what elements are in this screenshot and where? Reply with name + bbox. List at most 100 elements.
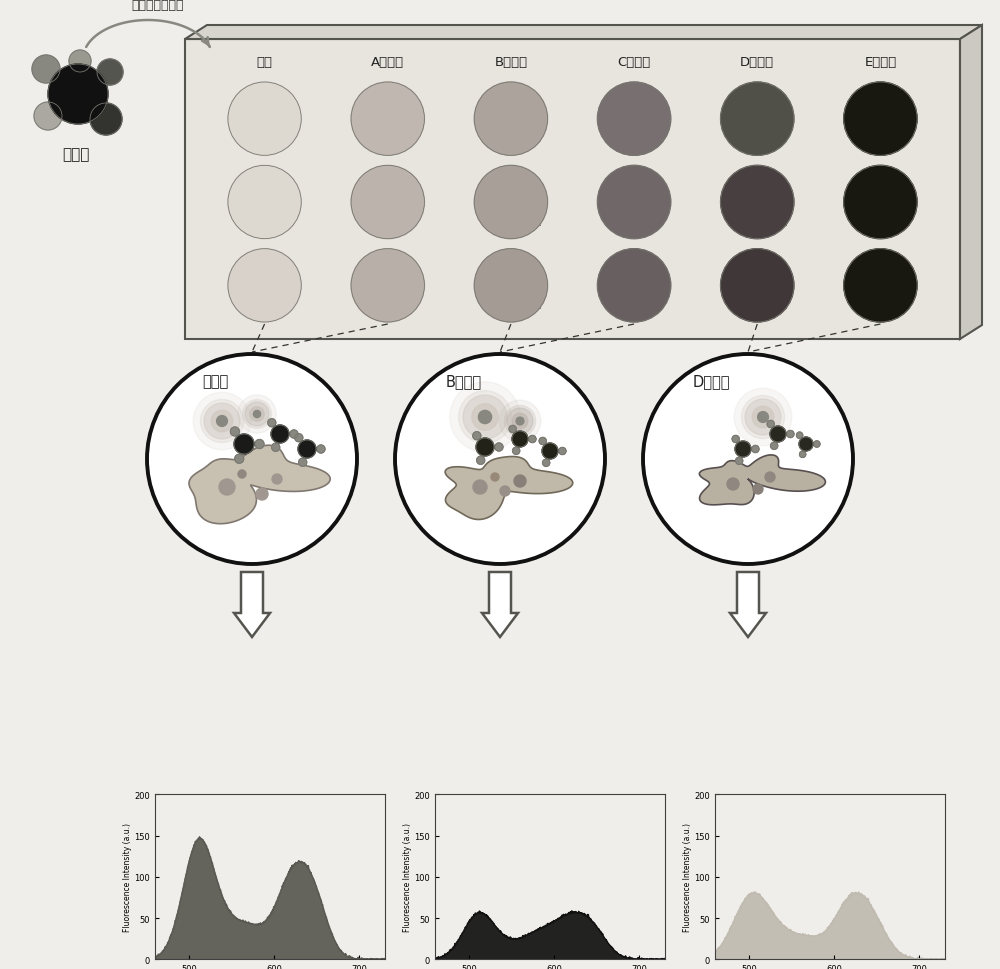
Circle shape	[512, 431, 528, 448]
Circle shape	[230, 427, 239, 436]
Circle shape	[480, 459, 482, 462]
Circle shape	[721, 166, 794, 239]
Circle shape	[490, 98, 532, 141]
Circle shape	[255, 441, 264, 449]
Circle shape	[542, 441, 544, 443]
Circle shape	[733, 95, 782, 144]
Circle shape	[480, 460, 481, 461]
Circle shape	[814, 442, 819, 447]
Circle shape	[302, 445, 312, 454]
Circle shape	[474, 249, 548, 323]
Circle shape	[616, 101, 652, 138]
Circle shape	[237, 175, 292, 231]
Circle shape	[477, 86, 545, 153]
Circle shape	[236, 455, 243, 462]
Circle shape	[363, 178, 412, 227]
Circle shape	[600, 86, 668, 153]
Circle shape	[232, 429, 238, 435]
Circle shape	[619, 188, 649, 218]
Circle shape	[753, 447, 758, 452]
Circle shape	[463, 395, 507, 440]
Circle shape	[293, 434, 295, 435]
Circle shape	[844, 83, 917, 156]
Circle shape	[513, 448, 520, 454]
Circle shape	[234, 434, 254, 454]
Circle shape	[255, 277, 274, 296]
Circle shape	[739, 184, 776, 221]
Circle shape	[97, 60, 123, 86]
Circle shape	[610, 178, 659, 227]
Circle shape	[732, 436, 739, 443]
Circle shape	[259, 444, 260, 446]
Text: d₃: d₃	[777, 301, 788, 311]
Circle shape	[279, 434, 281, 435]
Circle shape	[273, 427, 287, 441]
Circle shape	[613, 265, 655, 307]
Circle shape	[275, 429, 285, 440]
Circle shape	[76, 92, 80, 98]
Text: c₂: c₂	[654, 218, 664, 228]
Circle shape	[733, 178, 782, 227]
Circle shape	[510, 426, 515, 432]
Circle shape	[237, 92, 292, 147]
Circle shape	[483, 175, 538, 231]
Circle shape	[724, 86, 791, 153]
Circle shape	[742, 105, 773, 135]
Circle shape	[543, 460, 549, 466]
Text: b₃: b₃	[531, 301, 542, 311]
Circle shape	[736, 458, 742, 464]
Circle shape	[238, 457, 241, 461]
Circle shape	[742, 449, 744, 451]
Circle shape	[862, 101, 899, 138]
Circle shape	[300, 460, 305, 465]
Circle shape	[75, 57, 85, 67]
Circle shape	[235, 435, 253, 453]
Circle shape	[543, 444, 557, 459]
Circle shape	[751, 280, 763, 292]
Circle shape	[478, 411, 492, 424]
Circle shape	[803, 442, 809, 448]
Circle shape	[802, 454, 803, 455]
Circle shape	[372, 270, 403, 301]
Circle shape	[493, 184, 529, 221]
Circle shape	[735, 439, 737, 441]
Circle shape	[256, 488, 268, 500]
Circle shape	[770, 423, 771, 425]
Circle shape	[515, 451, 517, 453]
Circle shape	[43, 112, 53, 121]
Circle shape	[733, 437, 738, 442]
Circle shape	[508, 116, 514, 123]
Circle shape	[291, 431, 297, 438]
Circle shape	[249, 270, 280, 301]
Circle shape	[799, 438, 813, 452]
Circle shape	[753, 447, 758, 453]
Circle shape	[600, 253, 668, 320]
Circle shape	[299, 459, 306, 466]
Circle shape	[765, 473, 775, 483]
Circle shape	[802, 453, 804, 455]
Circle shape	[814, 442, 819, 447]
Circle shape	[856, 95, 905, 144]
Circle shape	[529, 436, 536, 443]
Circle shape	[300, 459, 306, 466]
Circle shape	[801, 453, 804, 456]
Circle shape	[480, 89, 541, 150]
Circle shape	[772, 445, 776, 448]
Circle shape	[320, 449, 322, 451]
Circle shape	[486, 178, 535, 227]
Circle shape	[531, 438, 534, 441]
Circle shape	[382, 280, 394, 292]
Circle shape	[628, 280, 640, 292]
Circle shape	[616, 267, 652, 304]
Circle shape	[859, 265, 902, 307]
Circle shape	[474, 434, 479, 439]
Circle shape	[105, 68, 115, 78]
Circle shape	[788, 432, 792, 437]
Circle shape	[479, 459, 482, 462]
Circle shape	[496, 105, 526, 135]
Circle shape	[736, 98, 779, 141]
Circle shape	[727, 172, 788, 234]
Circle shape	[773, 445, 775, 448]
Circle shape	[304, 447, 310, 453]
Circle shape	[256, 442, 262, 448]
